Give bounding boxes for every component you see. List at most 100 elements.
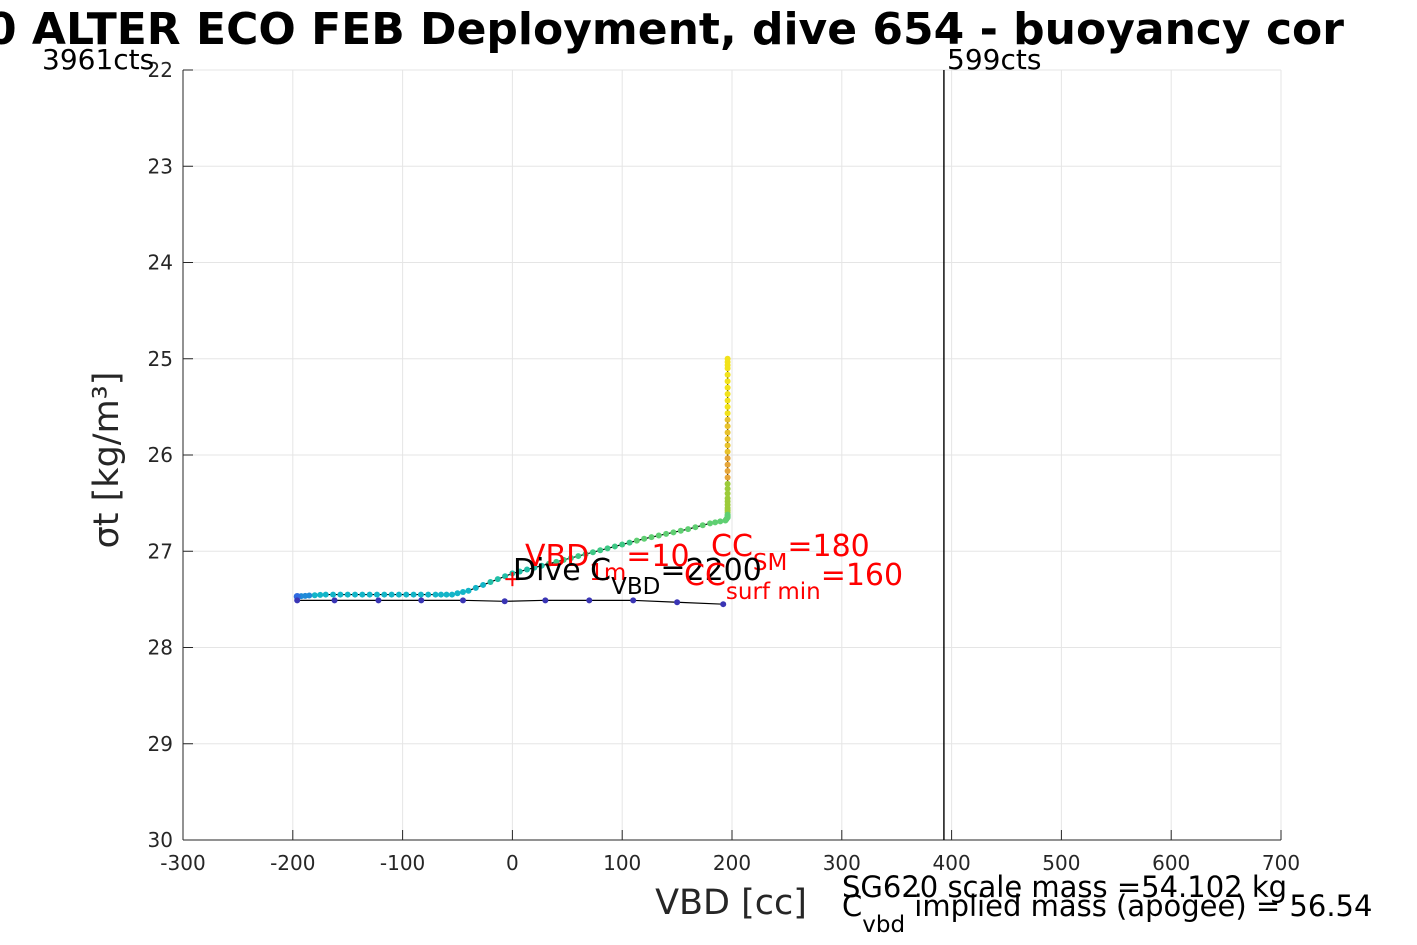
descent-point [707, 520, 714, 527]
y-axis-label: σt [kg/m³] [87, 372, 127, 549]
cvbd-main: C [842, 889, 863, 923]
descent-point [611, 543, 618, 550]
x-tick-label: 600 [1152, 851, 1190, 875]
y-tick-label: 28 [148, 636, 173, 660]
descent-point [724, 461, 731, 468]
descent-point [337, 591, 344, 598]
ascent-line [297, 599, 724, 605]
y-tick-label: 26 [148, 443, 173, 467]
vbd-1m-main: VBD [525, 539, 590, 574]
descent-point [502, 573, 509, 580]
descent-point [322, 591, 329, 598]
x-tick-label: 200 [713, 851, 751, 875]
descent-point [724, 365, 731, 372]
descent-line [297, 358, 729, 598]
descent-point [699, 522, 706, 529]
cc-sm-sub: SM [752, 550, 788, 576]
implied-mass-annotation: Cvbd implied mass (apogee) = 56.54 [842, 889, 1373, 937]
scale-mass-text: SG620 scale mass =54.102 kg [842, 870, 1288, 904]
x-axis-label: VBD [cc] [655, 883, 807, 923]
implied-mass-text: implied mass (apogee) = 56.54 [914, 889, 1373, 923]
ascent-point [720, 601, 727, 608]
cc-sm-main: CC [711, 529, 753, 564]
ascent-point [501, 598, 508, 605]
x-tick-label: 700 [1262, 851, 1300, 875]
cc-surf-min-sub: surf min [725, 579, 821, 605]
descent-point [454, 590, 461, 597]
descent-point [724, 410, 731, 417]
cvbd-sub: vbd [862, 912, 906, 938]
descent-point [724, 403, 731, 410]
ascent-point [542, 597, 549, 604]
descent-point [604, 545, 611, 552]
descent-point [724, 474, 731, 481]
ascent-point [586, 597, 593, 604]
x-tick-label: -200 [270, 851, 315, 875]
descent-point [417, 591, 424, 598]
descent-point [531, 564, 538, 571]
descent-point [724, 485, 731, 492]
descent-point [472, 584, 479, 591]
chart-title: 0 ALTER ECO FEB Deployment, dive 654 - b… [0, 4, 1344, 55]
descent-point [438, 591, 445, 598]
descent-point [425, 591, 432, 598]
cc-surf-min-annotation: CCsurf min=160 [684, 558, 904, 604]
descent-point [546, 560, 552, 567]
descent-point [712, 519, 719, 526]
descent-point [330, 591, 337, 598]
descent-point [589, 549, 596, 556]
descent-point [317, 591, 324, 598]
y-tick-label: 27 [148, 539, 173, 563]
descent-point [567, 554, 574, 561]
descent-point [443, 591, 450, 598]
cc-sm-annotation: CCSM=180 [711, 529, 870, 575]
descent-point [388, 591, 395, 598]
descent-point [432, 591, 439, 598]
descent-point [359, 591, 366, 598]
descent-point [724, 384, 731, 391]
grid [182, 69, 1282, 841]
descent-point [633, 537, 640, 544]
vbd-1m-value: =10 [626, 539, 690, 574]
cc-surf-min-main: CC [684, 558, 726, 593]
descent-point [655, 532, 662, 539]
descent-point [373, 591, 380, 598]
descent-point [459, 588, 466, 595]
cc-surf-min-value: =160 [820, 558, 904, 593]
descent-point [724, 423, 731, 430]
descent-point [366, 591, 373, 598]
descent-point [724, 371, 731, 378]
descent-point [619, 541, 626, 548]
descent-point [724, 468, 731, 475]
y-tick-label: 29 [148, 732, 173, 756]
descent-point [352, 591, 359, 598]
descent-point [465, 587, 472, 594]
x-tick-label: 100 [603, 851, 641, 875]
descent-point [344, 591, 351, 598]
dive-cvbd-value: =2200 [660, 553, 762, 588]
descent-point [449, 591, 456, 598]
descent-point [560, 556, 567, 563]
ascent-point [459, 597, 466, 604]
x-tick-label: 400 [933, 851, 971, 875]
counts-right: 599cts [947, 43, 1042, 76]
ascent-point [375, 597, 382, 604]
descent-point [724, 490, 731, 497]
ticks: -300 -200 -100 0 100 200 300 400 500 600 700 22 23 24… [148, 58, 1301, 875]
descent-point [480, 581, 487, 588]
vbd-1m-sub: 1m [589, 560, 627, 586]
descent-point [724, 416, 731, 423]
x-tick-label: 300 [823, 851, 861, 875]
descent-point [724, 455, 731, 462]
y-tick-label: 30 [148, 828, 173, 852]
ascent-point [630, 597, 637, 604]
descent-point [685, 526, 692, 533]
y-tick-label: 23 [148, 154, 173, 178]
descent-point [538, 562, 545, 569]
dive-cvbd-annotation: Dive CVBD=2200 [513, 553, 762, 599]
ascent-point [674, 599, 681, 606]
dive-cvbd-main: Dive C [513, 553, 612, 588]
descent-point [494, 576, 501, 583]
descent-point [582, 551, 589, 558]
